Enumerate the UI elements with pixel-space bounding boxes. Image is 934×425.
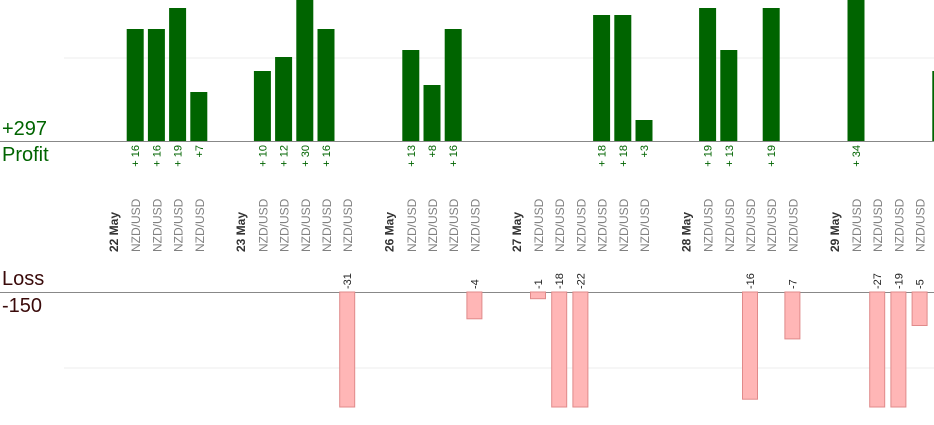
profit-value-label: + 19 (766, 145, 778, 167)
profit-bar (423, 85, 441, 141)
date-label: 29 May (828, 212, 842, 252)
profit-bar (147, 29, 165, 141)
pair-label: NZD/USD (426, 198, 440, 252)
pair-label: NZD/USD (638, 198, 652, 252)
profit-bar (635, 120, 653, 141)
loss-bar (572, 291, 589, 408)
profit-value-label: + 16 (151, 145, 163, 167)
loss-value-label: -18 (554, 273, 566, 289)
pair-label: NZD/USD (596, 198, 610, 252)
loss-bar (551, 291, 568, 408)
profit-total: +297 (2, 118, 48, 140)
profit-bar (275, 57, 293, 141)
profit-value-label: + 16 (448, 145, 460, 167)
profit-bar (190, 92, 208, 141)
pair-label: NZD/USD (553, 198, 567, 252)
date-label: 26 May (383, 212, 397, 252)
loss-total: -150 (2, 295, 43, 317)
profit-bar (296, 0, 314, 141)
pair-label: NZD/USD (574, 198, 588, 252)
profit-bar (593, 15, 611, 141)
profit-bar (932, 71, 934, 141)
profit-label: Profit (2, 144, 49, 166)
date-label: 28 May (679, 212, 693, 252)
pair-label: NZD/USD (129, 198, 143, 252)
profit-value-label: +7 (194, 145, 206, 158)
pair-label: NZD/USD (447, 198, 461, 252)
profit-bar (847, 0, 865, 141)
pair-label: NZD/USD (256, 198, 270, 252)
pair-label: NZD/USD (702, 198, 716, 252)
date-label: 27 May (510, 212, 524, 252)
profit-value-label: +8 (427, 145, 439, 158)
profit-value-label: +3 (639, 145, 651, 158)
profit-value-label: + 16 (321, 145, 333, 167)
profit-value-label: + 10 (257, 145, 269, 167)
date-label: 22 May (107, 212, 121, 252)
profit-value-label: + 13 (724, 145, 736, 167)
pair-label: NZD/USD (786, 198, 800, 252)
loss-bar (890, 291, 907, 408)
pair-label: NZD/USD (405, 198, 419, 252)
pair-label: NZD/USD (914, 198, 928, 252)
loss-bar (530, 291, 546, 300)
pair-label: NZD/USD (172, 198, 186, 252)
profit-bar (614, 15, 632, 141)
loss-bar (339, 291, 356, 408)
profit-value-label: + 30 (300, 145, 312, 167)
profit-bar (762, 8, 780, 141)
profit-value-label: + 19 (703, 145, 715, 167)
loss-value-label: -31 (342, 273, 354, 289)
date-label: 23 May (234, 212, 248, 252)
pair-label: NZD/USD (871, 198, 885, 252)
pair-label: NZD/USD (892, 198, 906, 252)
loss-value-label: -1 (533, 279, 545, 289)
pair-label: NZD/USD (850, 198, 864, 252)
loss-value-label: -19 (893, 273, 905, 289)
loss-bar (742, 291, 758, 400)
pair-label: NZD/USD (744, 198, 758, 252)
profit-bar (402, 50, 420, 141)
pair-label: NZD/USD (341, 198, 355, 252)
profit-value-label: + 12 (279, 145, 291, 167)
pair-label: NZD/USD (532, 198, 546, 252)
profit-value-label: + 18 (597, 145, 609, 167)
profit-value-label: + 19 (173, 145, 185, 167)
profit-value-label: + 16 (130, 145, 142, 167)
pair-label: NZD/USD (193, 198, 207, 252)
profit-value-label: + 13 (406, 145, 418, 167)
loss-value-label: -5 (915, 279, 927, 289)
profit-bar (699, 8, 717, 141)
loss-value-label: -22 (575, 273, 587, 289)
pair-label: NZD/USD (278, 198, 292, 252)
profit-bar (720, 50, 738, 141)
profit-bar (253, 71, 271, 141)
pair-label: NZD/USD (320, 198, 334, 252)
profit-bar (126, 29, 144, 141)
pair-label: NZD/USD (150, 198, 164, 252)
loss-bar (869, 291, 886, 408)
profit-bar (317, 29, 335, 141)
profit-bar (444, 29, 462, 141)
profit-bar (169, 8, 187, 141)
loss-value-label: -7 (787, 279, 799, 289)
pair-label: NZD/USD (468, 198, 482, 252)
pair-label: NZD/USD (617, 198, 631, 252)
loss-value-label: -4 (469, 279, 481, 289)
pair-label: NZD/USD (765, 198, 779, 252)
loss-value-label: -27 (872, 273, 884, 289)
loss-value-label: -16 (745, 273, 757, 289)
profit-value-label: + 34 (851, 145, 863, 167)
loss-bar (466, 291, 483, 320)
loss-label: Loss (2, 268, 45, 290)
loss-bar (911, 291, 928, 326)
profit-value-label: + 18 (618, 145, 630, 167)
pair-label: NZD/USD (299, 198, 313, 252)
pair-label: NZD/USD (723, 198, 737, 252)
loss-bar (784, 291, 801, 340)
